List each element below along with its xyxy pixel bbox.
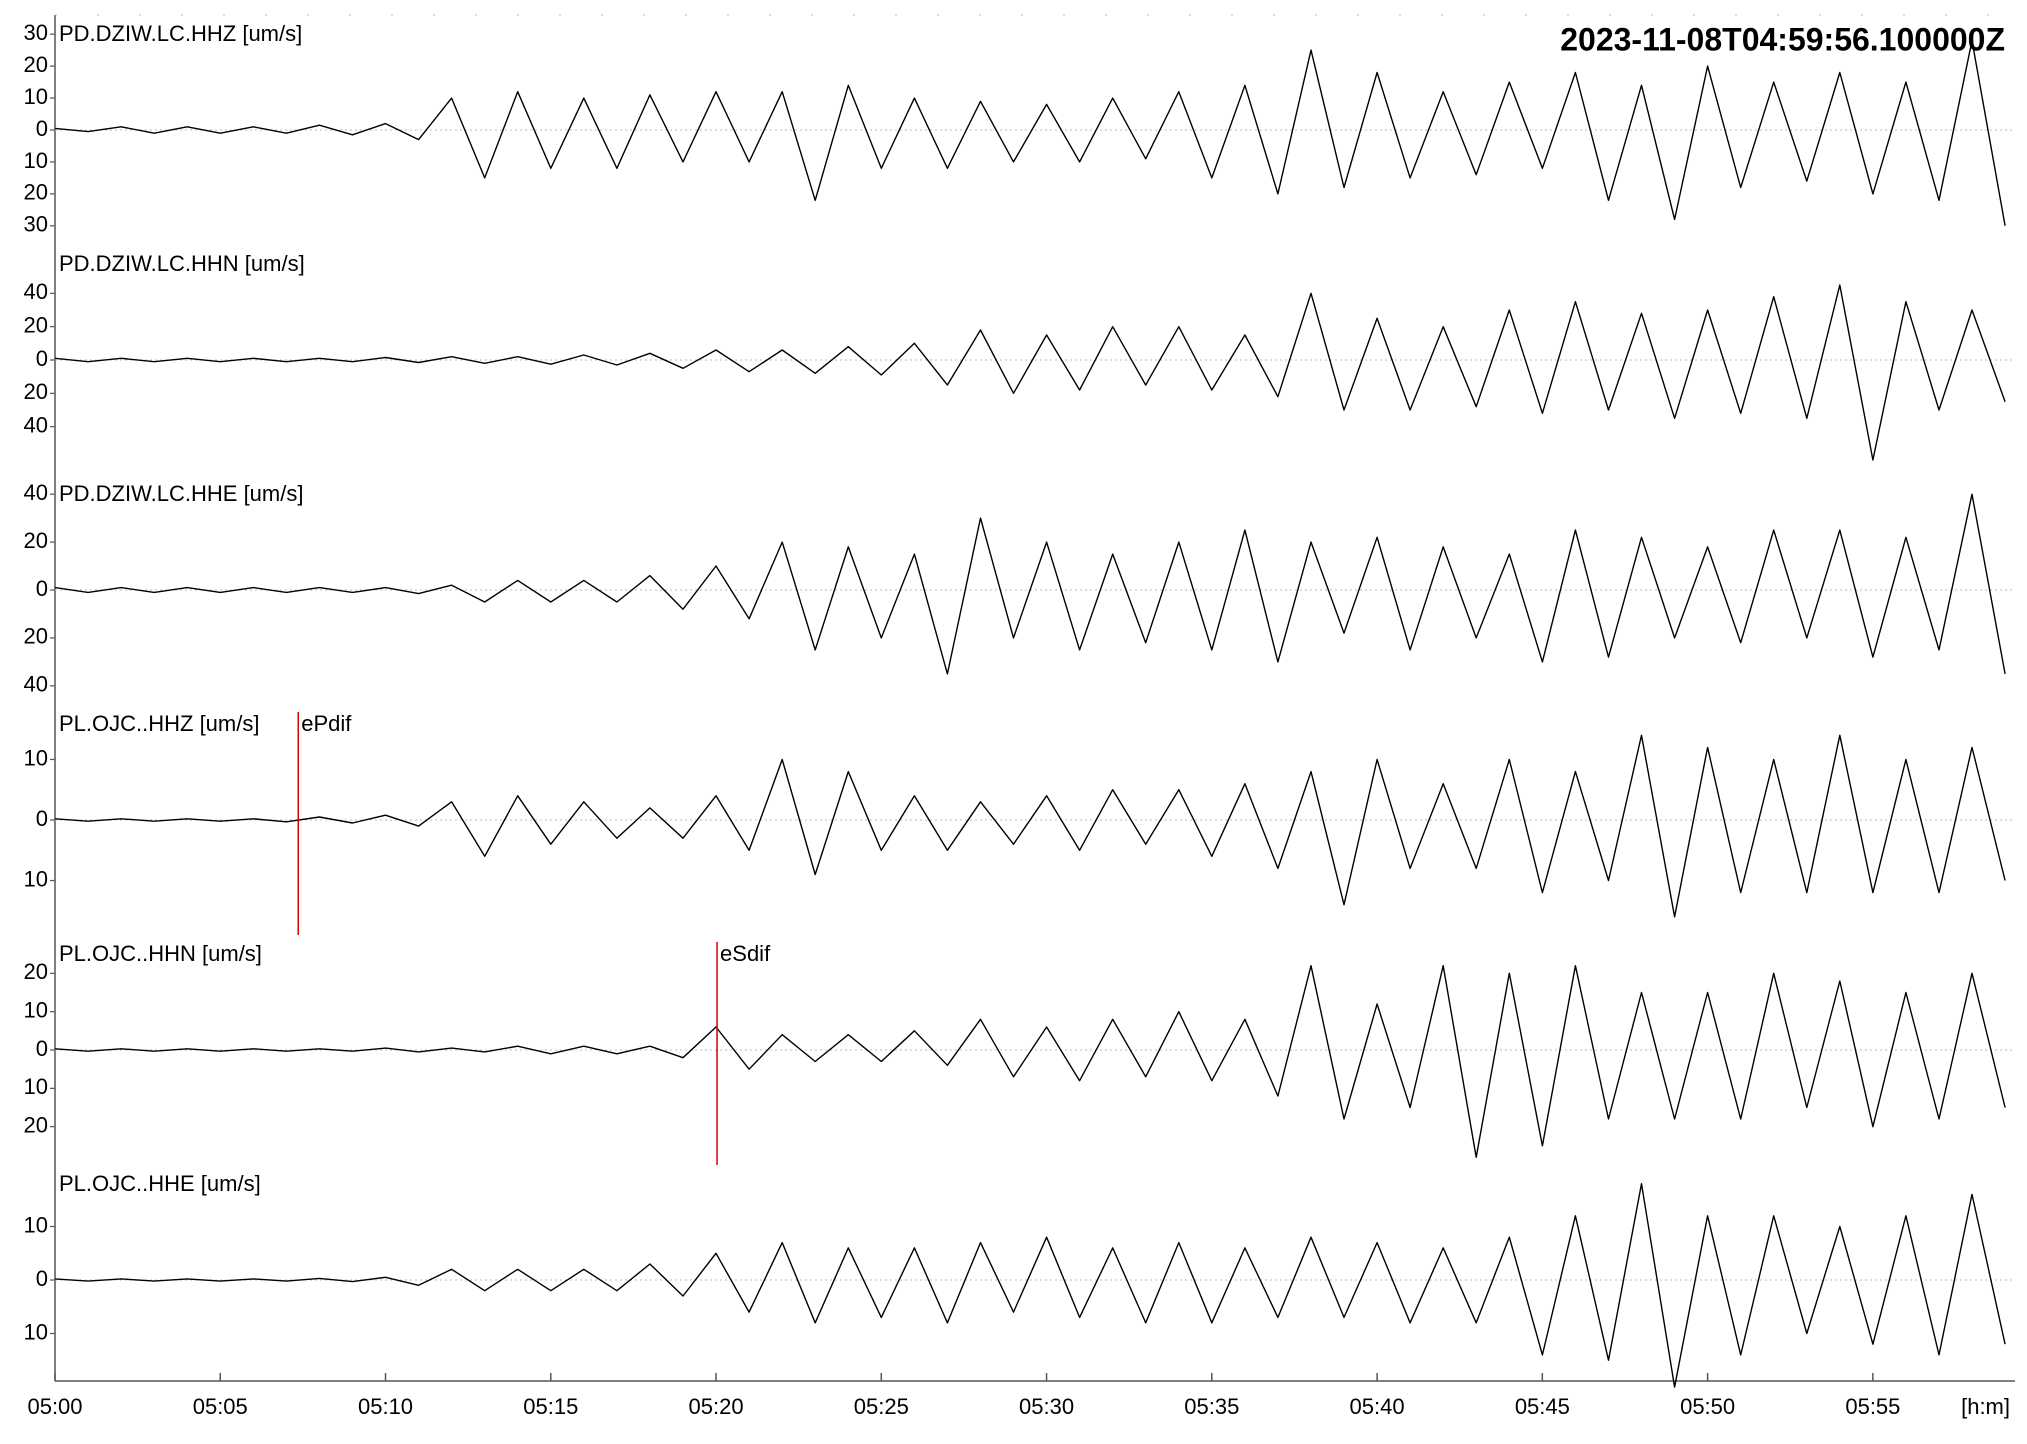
- y-tick-label: 30: [24, 20, 48, 45]
- y-tick-label: 20: [24, 379, 48, 404]
- y-tick-label: 20: [24, 312, 48, 337]
- trace-label: PL.OJC..HHE [um/s]: [59, 1171, 261, 1196]
- trace: [54, 965, 2006, 1158]
- x-tick-label: 05:05: [193, 1394, 248, 1419]
- x-tick-label: 05:40: [1350, 1394, 1405, 1419]
- x-tick-label: 05:50: [1680, 1394, 1735, 1419]
- x-axis-unit: [h:m]: [1961, 1394, 2010, 1419]
- y-tick-label: 20: [24, 959, 48, 984]
- x-tick-label: 05:00: [27, 1394, 82, 1419]
- y-tick-label: 10: [24, 866, 48, 891]
- x-tick-label: 05:10: [358, 1394, 413, 1419]
- y-tick-label: 0: [36, 1036, 48, 1061]
- y-tick-label: 10: [24, 1319, 48, 1344]
- trace: [54, 1183, 2006, 1388]
- y-tick-label: 40: [24, 480, 48, 505]
- y-tick-label: 10: [24, 1212, 48, 1237]
- pick-label: ePdif: [301, 711, 352, 736]
- x-tick-label: 05:25: [854, 1394, 909, 1419]
- trace-label: PD.DZIW.LC.HHN [um/s]: [59, 251, 305, 276]
- x-tick-label: 05:45: [1515, 1394, 1570, 1419]
- y-tick-label: 20: [24, 180, 48, 205]
- x-tick-label: 05:55: [1845, 1394, 1900, 1419]
- trace-label: PD.DZIW.LC.HHE [um/s]: [59, 481, 303, 506]
- y-tick-label: 10: [24, 148, 48, 173]
- y-tick-label: 0: [36, 346, 48, 371]
- trace-label: PL.OJC..HHN [um/s]: [59, 941, 262, 966]
- trace-label: PD.DZIW.LC.HHZ [um/s]: [59, 21, 302, 46]
- y-tick-label: 40: [24, 672, 48, 697]
- y-tick-label: 0: [36, 1266, 48, 1291]
- y-tick-label: 20: [24, 624, 48, 649]
- y-tick-label: 10: [24, 1074, 48, 1099]
- y-tick-label: 20: [24, 528, 48, 553]
- y-tick-label: 0: [36, 806, 48, 831]
- y-tick-label: 0: [36, 116, 48, 141]
- x-tick-label: 05:35: [1184, 1394, 1239, 1419]
- trace: [54, 493, 2006, 675]
- y-tick-label: 40: [24, 279, 48, 304]
- x-tick-label: 05:15: [523, 1394, 578, 1419]
- y-tick-label: 30: [24, 212, 48, 237]
- y-tick-label: 10: [24, 997, 48, 1022]
- x-tick-label: 05:30: [1019, 1394, 1074, 1419]
- y-tick-label: 20: [24, 52, 48, 77]
- timestamp: 2023-11-08T04:59:56.100000Z: [1560, 21, 2005, 57]
- pick-label: eSdif: [720, 941, 771, 966]
- y-tick-label: 10: [24, 84, 48, 109]
- x-tick-label: 05:20: [689, 1394, 744, 1419]
- y-tick-label: 0: [36, 576, 48, 601]
- trace: [54, 284, 2006, 461]
- trace-label: PL.OJC..HHZ [um/s]: [59, 711, 259, 736]
- trace: [54, 39, 2006, 226]
- y-tick-label: 20: [24, 1112, 48, 1137]
- y-tick-label: 40: [24, 412, 48, 437]
- trace: [54, 734, 2006, 918]
- y-tick-label: 10: [24, 745, 48, 770]
